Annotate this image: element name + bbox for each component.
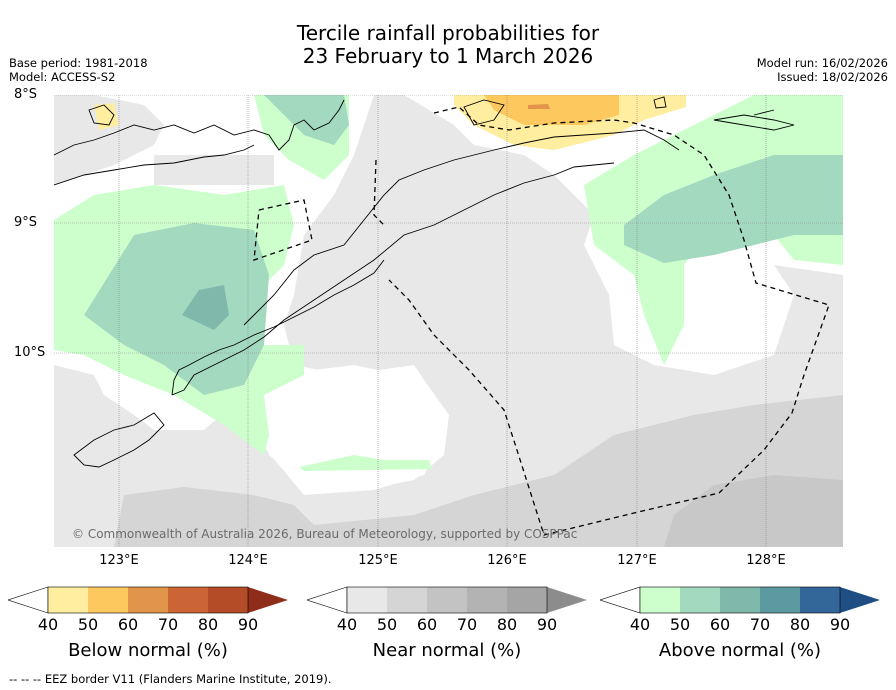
coastline-flores-south	[54, 144, 255, 186]
below-normal-region-60	[528, 104, 550, 109]
model-label: Model: ACCESS-S2	[9, 70, 116, 84]
coastline-timor-north	[243, 129, 680, 326]
near-tick-90: 90	[536, 615, 558, 634]
colorbar-below-bin-4	[168, 587, 208, 613]
coastline-wetar	[463, 99, 505, 126]
map-title-line2: 23 February to 1 March 2026	[302, 44, 594, 68]
white-pocket	[264, 365, 449, 490]
colorbar-near-under	[307, 586, 348, 614]
below-tick-70: 70	[157, 615, 179, 634]
colorbar-above-bin-2	[680, 587, 720, 613]
below-normal-region-50	[484, 95, 619, 125]
colorbar-near-bin-4	[467, 587, 507, 613]
lon-label-128e: 128°E	[746, 553, 786, 568]
colorbar-above-bin-5	[800, 587, 840, 613]
lon-label-125e: 125°E	[358, 553, 398, 568]
colorbar-above-bin-3	[720, 587, 760, 613]
lon-label-126e: 126°E	[487, 553, 527, 568]
coastline-flores-timor	[54, 99, 345, 156]
above-tick-70: 70	[749, 615, 771, 634]
near-tick-70: 70	[456, 615, 478, 634]
colorbar-above-under	[600, 586, 641, 614]
above-normal-region-north-50	[264, 95, 349, 145]
base-period-label: Base period: 1981-2018	[9, 56, 148, 70]
lon-label-123e: 123°E	[99, 553, 139, 568]
colorbar-above-bin-4	[760, 587, 800, 613]
near-tick-80: 80	[496, 615, 518, 634]
colorbar-above	[600, 586, 880, 614]
lat-label-9s: 9°S	[14, 215, 38, 230]
colorbar-below-frame	[47, 586, 249, 614]
lat-label-10s: 10°S	[14, 345, 46, 360]
model-run-label: Model run: 16/02/2026	[756, 56, 888, 70]
meta-right: Model run: 16/02/2026 Issued: 18/02/2026	[757, 56, 888, 84]
colorbar-near-over	[547, 587, 587, 613]
issued-label: Issued: 18/02/2026	[777, 70, 888, 84]
colorbar-near-bin-3	[427, 587, 467, 613]
eez-border	[253, 106, 830, 536]
below-tick-50: 50	[77, 615, 99, 634]
above-normal-region-west-60	[182, 285, 229, 330]
map-title-line1: Tercile rainfall probabilities for	[296, 21, 600, 45]
colorbar-below-bin-2	[88, 587, 128, 613]
below-colorbar-title: Below normal (%)	[68, 640, 228, 661]
copyright-notice: © Commonwealth of Australia 2026, Bureau…	[72, 527, 578, 541]
colorbar-below	[8, 586, 288, 614]
eez-footnote: -- -- -- EEZ border V11 (Flanders Marine…	[9, 672, 332, 686]
colorbar-near	[307, 586, 587, 614]
above-tick-60: 60	[709, 615, 731, 634]
colorbar-near-frame	[346, 586, 548, 614]
near-tick-60: 60	[416, 615, 438, 634]
coastline-island-small-1	[653, 96, 667, 109]
above-tick-50: 50	[669, 615, 691, 634]
colorbar-near-bin-1	[347, 587, 387, 613]
above-tick-80: 80	[789, 615, 811, 634]
meta-left: Base period: 1981-2018 Model: ACCESS-S2	[9, 56, 148, 84]
near-normal-region-darker	[664, 475, 843, 547]
below-tick-80: 80	[197, 615, 219, 634]
colorbar-below-under	[8, 586, 49, 614]
coastline-timor-outline	[171, 259, 385, 396]
colorbar-above-frame	[639, 586, 841, 614]
lon-label-127e: 127°E	[617, 553, 657, 568]
near-tick-50: 50	[376, 615, 398, 634]
colorbar-below-bin-5	[208, 587, 248, 613]
lat-label-8s: 8°S	[14, 87, 38, 102]
above-tick-40: 40	[629, 615, 651, 634]
above-tick-90: 90	[829, 615, 851, 634]
below-tick-90: 90	[237, 615, 259, 634]
colorbar-below-bin-1	[48, 587, 88, 613]
colorbar-above-over	[840, 587, 880, 613]
colorbar-near-bin-2	[387, 587, 427, 613]
colorbar-below-bin-3	[128, 587, 168, 613]
colorbar-above-bin-1	[640, 587, 680, 613]
coastlines	[54, 96, 795, 468]
near-tick-40: 40	[336, 615, 358, 634]
near-normal-region-dark	[114, 395, 843, 547]
colorbar-near-bin-5	[507, 587, 547, 613]
colorbar-below-over	[248, 587, 288, 613]
below-tick-40: 40	[37, 615, 59, 634]
above-normal-region-west-50	[84, 223, 269, 395]
coastline-island-east	[713, 109, 795, 131]
above-normal-region-east-50	[624, 155, 843, 263]
lon-label-124e: 124°E	[228, 553, 268, 568]
near-colorbar-title: Near normal (%)	[372, 640, 522, 661]
above-colorbar-title: Above normal (%)	[658, 640, 822, 661]
coastline-sumba	[73, 412, 165, 468]
coastline-timor-south	[171, 162, 615, 396]
above-normal-region-south	[299, 455, 432, 471]
below-tick-60: 60	[117, 615, 139, 634]
coastline-island-small-2	[88, 104, 115, 126]
probability-map	[54, 95, 843, 547]
